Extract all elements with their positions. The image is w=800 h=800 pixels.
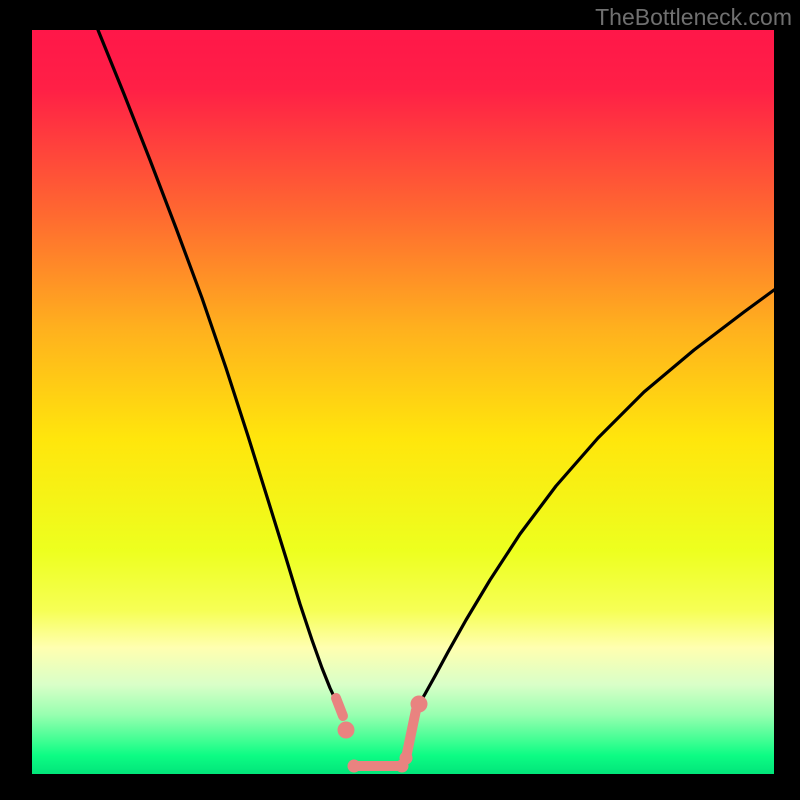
valley-left-dot: [338, 722, 355, 739]
valley-floor-left-cap: [348, 760, 361, 773]
valley-right-segment: [406, 710, 416, 758]
curves-overlay: [0, 0, 800, 800]
valley-right-dot-bot: [400, 752, 413, 765]
watermark-text: TheBottleneck.com: [595, 4, 792, 31]
chart-frame: TheBottleneck.com: [0, 0, 800, 800]
left-curve: [98, 30, 343, 714]
right-curve: [413, 290, 774, 714]
valley-right-dot-top: [411, 696, 428, 713]
valley-left-tick: [336, 698, 343, 716]
valley-accent: [336, 696, 428, 773]
